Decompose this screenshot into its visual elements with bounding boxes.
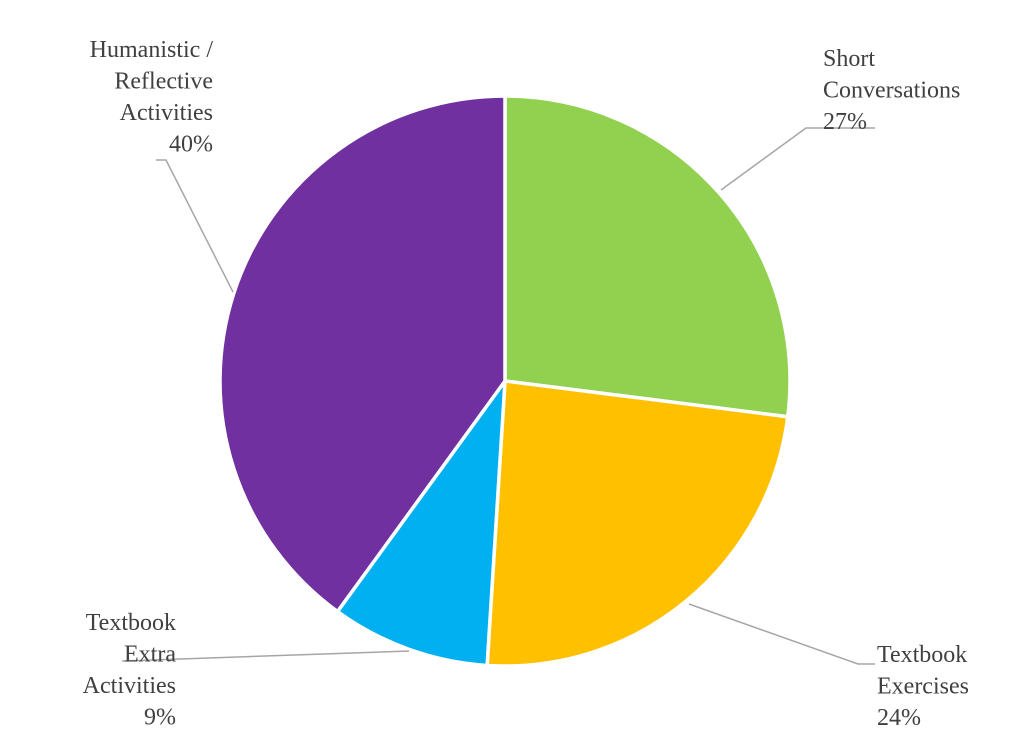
data-label-value: 9% [144, 705, 176, 731]
data-label-line: Textbook [877, 642, 967, 668]
data-label-line: Exercises [877, 674, 969, 700]
leader-line-0 [720, 127, 875, 191]
data-label-line: Textbook [86, 610, 176, 636]
pie-slice-2 [335, 379, 507, 668]
data-label-value: 40% [169, 132, 213, 158]
data-label-line: Humanistic / [90, 37, 214, 63]
data-label-value: 24% [877, 705, 921, 731]
data-label-line: Short [823, 46, 875, 72]
pie-slice-0 [503, 94, 792, 419]
data-label-line: Conversations [823, 78, 960, 104]
data-label-line: Reflective [114, 69, 213, 95]
data-label-line: Extra [124, 642, 176, 668]
data-label-line: Activities [83, 673, 176, 699]
data-label-2: Textbook Extra Activities 9% [83, 610, 177, 731]
leader-line-1 [688, 603, 875, 665]
data-label-value: 27% [823, 109, 867, 135]
data-label-0: Short Conversations 27% [823, 46, 960, 135]
leader-lines [121, 127, 875, 665]
data-label-line: Activities [120, 100, 213, 126]
data-label-1: Textbook Exercises 24% [877, 642, 969, 731]
leader-line-3 [156, 159, 234, 293]
pie-slices [218, 94, 792, 668]
leader-line-2 [121, 650, 410, 662]
data-labels: Short Conversations 27% Textbook Exercises 24… [83, 37, 969, 731]
data-label-3: Humanistic / Reflective Activities 40% [90, 37, 214, 158]
pie-slice-1 [485, 379, 790, 668]
pie-slice-3 [218, 94, 507, 614]
